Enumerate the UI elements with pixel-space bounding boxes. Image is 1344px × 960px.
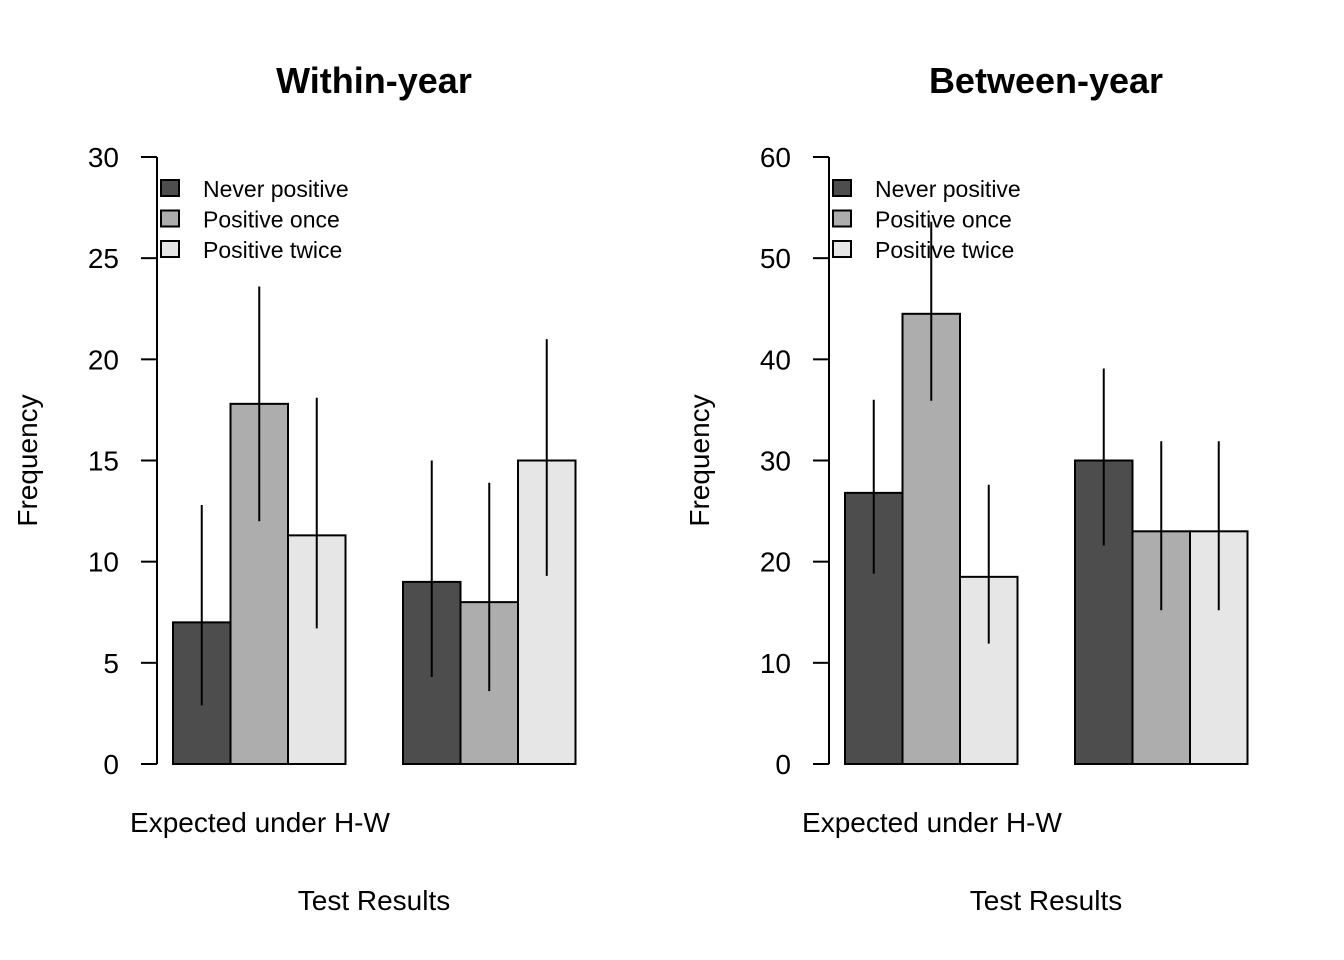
y-tick-label: 0 bbox=[103, 749, 119, 780]
x-category-label: Expected under H-W bbox=[802, 807, 1062, 838]
y-tick-label: 50 bbox=[760, 243, 791, 274]
y-tick-label: 25 bbox=[88, 243, 119, 274]
chart-title: Between-year bbox=[929, 60, 1163, 101]
y-tick-label: 5 bbox=[103, 648, 119, 679]
bar-positive-once-group-2 bbox=[1131, 530, 1191, 765]
x-axis-label: Test Results bbox=[298, 885, 451, 916]
bar-positive-twice-group-1 bbox=[287, 534, 347, 766]
legend-label: Never positive bbox=[875, 176, 1021, 202]
legend-swatch bbox=[832, 179, 852, 197]
legend-swatch bbox=[832, 240, 852, 258]
y-tick-label: 15 bbox=[88, 446, 119, 477]
y-tick-label: 10 bbox=[760, 648, 791, 679]
legend-swatch bbox=[160, 240, 180, 258]
legend-swatch bbox=[160, 209, 180, 228]
legend-label: Positive once bbox=[203, 207, 340, 233]
y-tick-label: 10 bbox=[88, 547, 119, 578]
y-tick-label: 60 bbox=[760, 142, 791, 173]
legend-label: Positive twice bbox=[203, 237, 342, 263]
chart-panel-1: Within-year 0 5 10 15 20 25 30 Frequency Expected… bbox=[12, 60, 577, 916]
y-axis-label: Frequency bbox=[12, 394, 43, 526]
x-axis-label: Test Results bbox=[970, 885, 1123, 916]
x-category-label: Expected under H-W bbox=[130, 807, 390, 838]
legend-label: Positive twice bbox=[875, 237, 1014, 263]
y-tick-label: 40 bbox=[760, 344, 791, 375]
y-axis-label: Frequency bbox=[684, 394, 715, 526]
legend-label: Never positive bbox=[203, 176, 349, 202]
chart-panel-2: Between-year 0 10 20 30 40 50 60 Frequency Expect… bbox=[684, 60, 1249, 916]
y-tick-label: 30 bbox=[760, 446, 791, 477]
legend-swatch bbox=[160, 179, 180, 197]
chart-title: Within-year bbox=[276, 60, 472, 101]
legend-label: Positive once bbox=[875, 207, 1012, 233]
y-tick-label: 20 bbox=[88, 344, 119, 375]
legend-swatch bbox=[832, 209, 852, 228]
y-tick-label: 20 bbox=[760, 547, 791, 578]
bar-positive-twice-group-2 bbox=[517, 459, 577, 765]
y-tick-label: 30 bbox=[88, 142, 119, 173]
y-tick-label: 0 bbox=[775, 749, 791, 780]
